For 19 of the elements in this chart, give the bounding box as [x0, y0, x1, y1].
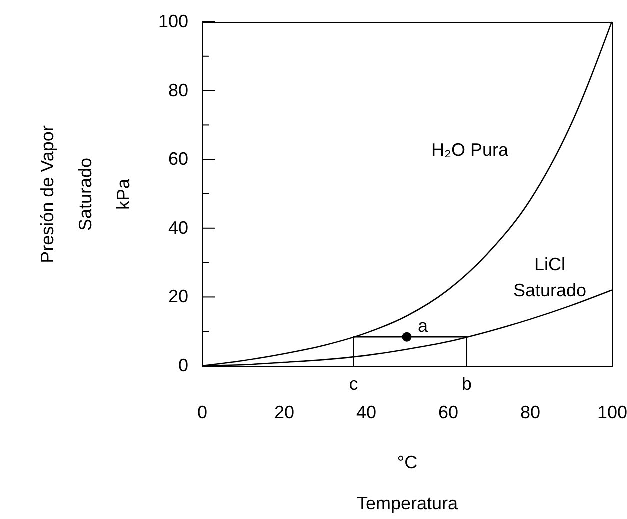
x-tick-label: 100: [597, 402, 627, 422]
series-label: LiCl Saturado: [513, 254, 587, 300]
x-tick-label: 20: [274, 402, 295, 422]
x-tick-label: 0: [197, 402, 208, 422]
y-axis-title: Presión de Vapor Saturado kPa: [37, 126, 134, 264]
x-tick-label: 80: [520, 402, 541, 422]
y-tick-label: 80: [168, 80, 188, 100]
x-axis-title: °C Temperatura: [356, 452, 460, 514]
x-tick-label: 40: [356, 402, 377, 422]
y-tick-label: 100: [158, 12, 188, 32]
y-tick-label: 40: [168, 218, 188, 238]
text: b: [462, 374, 472, 394]
series-label: a: [418, 316, 429, 336]
y-tick-label: 60: [168, 149, 188, 170]
y-tick-label: 0: [178, 356, 188, 376]
x-tick-label: 60: [438, 402, 459, 422]
y-tick-label: 20: [168, 286, 188, 307]
text: c: [349, 374, 358, 394]
text: H₂O Pura: [431, 140, 510, 160]
